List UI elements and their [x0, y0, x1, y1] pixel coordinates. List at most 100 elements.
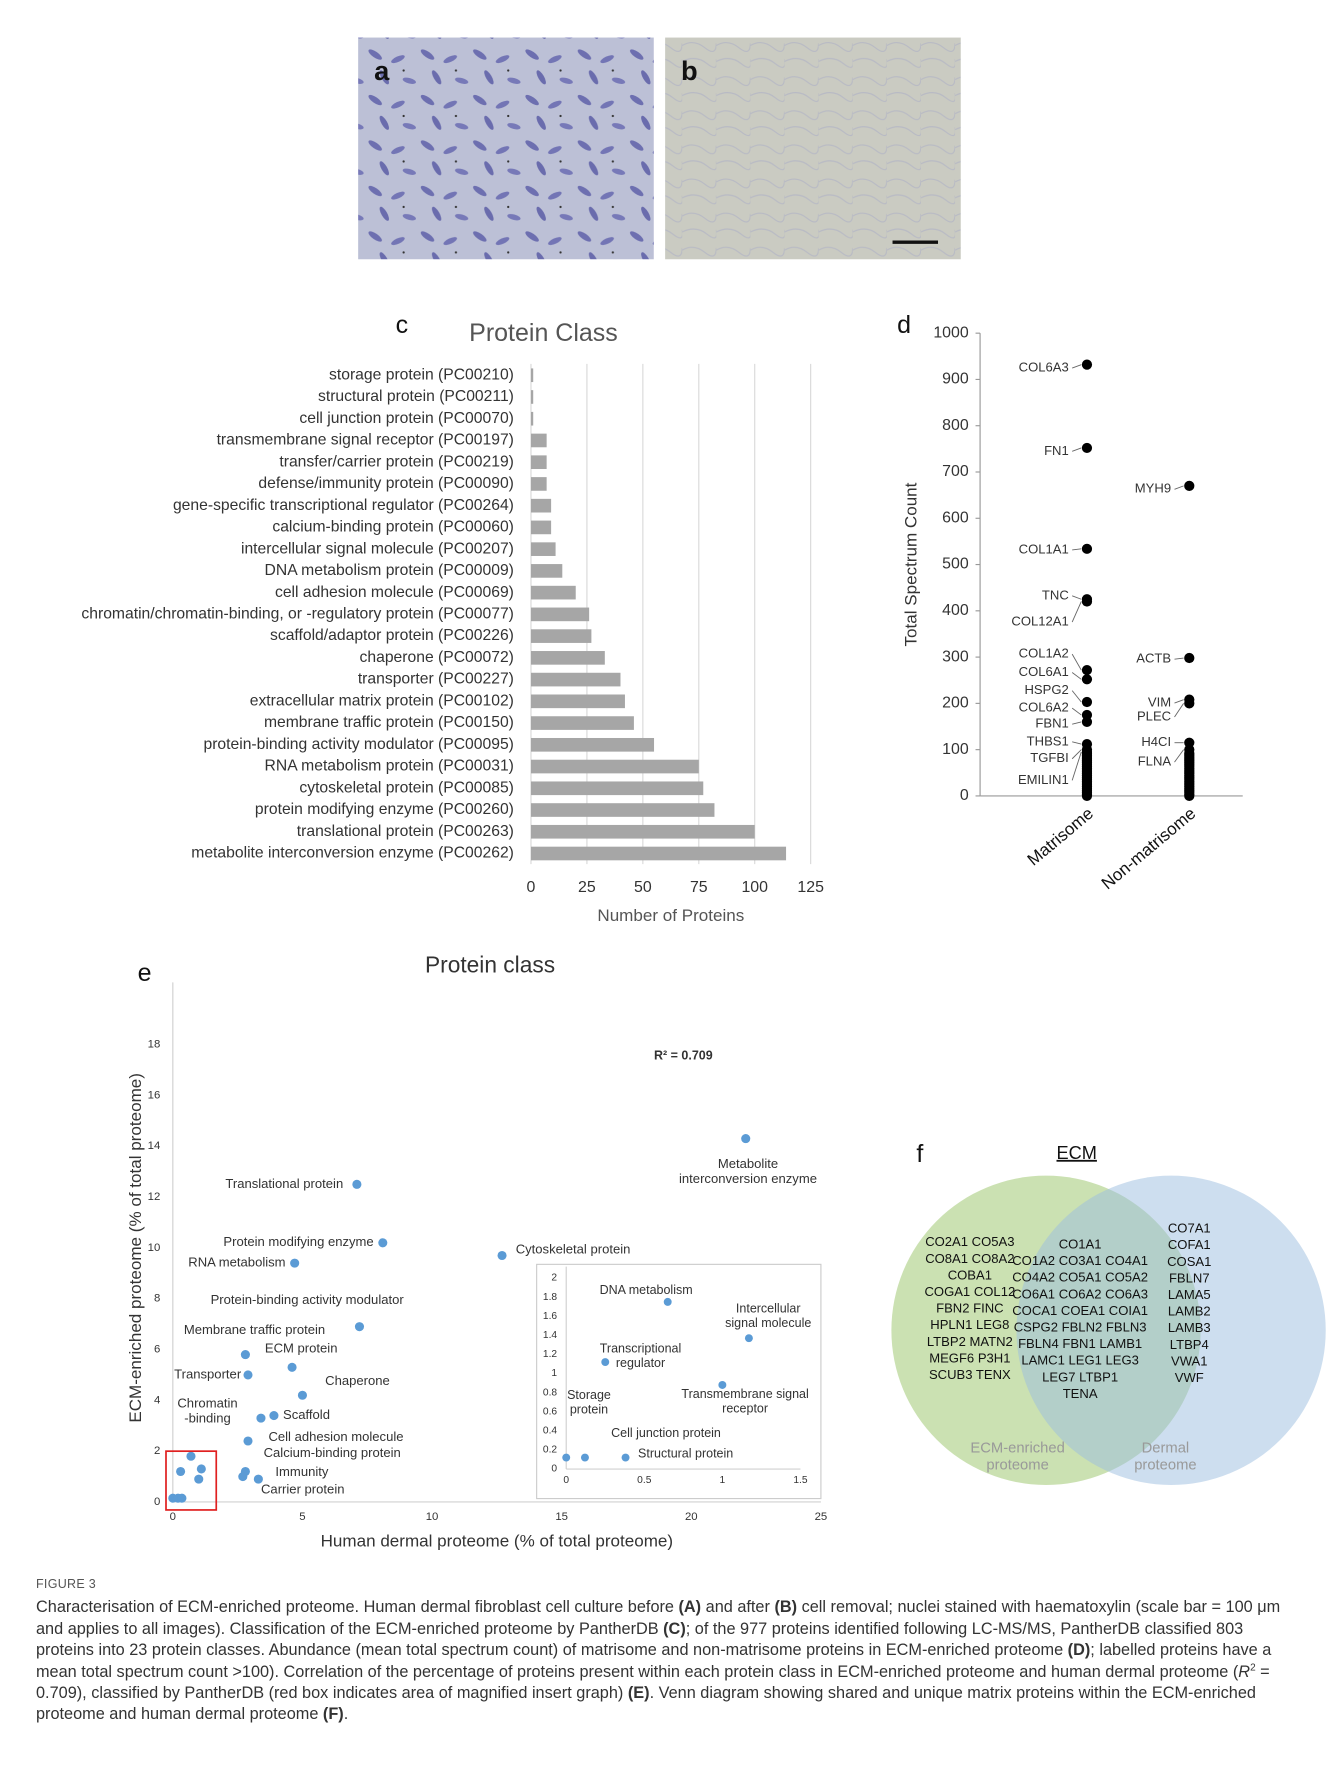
category-label: cytoskeletal protein (PC00085) [299, 779, 514, 796]
y-tick-label: 10 [148, 1242, 161, 1254]
x-tick-label: 10 [426, 1511, 439, 1523]
point-label: Immunity [275, 1464, 328, 1479]
data-point [241, 1350, 250, 1359]
data-point [177, 1494, 186, 1503]
category-label: metabolite interconversion enzyme (PC002… [191, 845, 514, 862]
point-label: ECM protein [265, 1341, 338, 1356]
data-point [1082, 791, 1092, 801]
y-tick-label: 500 [942, 556, 969, 573]
leader-line [1072, 448, 1081, 451]
x-tick-label: 125 [797, 879, 824, 896]
bar [531, 608, 589, 622]
point-label: COL1A1 [1019, 541, 1069, 556]
point-label: TGFBI [1030, 750, 1068, 765]
leader-line [1072, 365, 1081, 368]
category-label: translational protein (PC00263) [297, 823, 514, 840]
point-label: TNC [1042, 587, 1069, 602]
y-tick-label: 600 [942, 509, 969, 526]
data-point [1082, 697, 1092, 707]
data-point [497, 1251, 506, 1260]
x-tick-label: 15 [555, 1511, 568, 1523]
data-point [1082, 596, 1092, 606]
panel-label: f [916, 1140, 923, 1168]
bar [531, 651, 605, 665]
venn-item: VWF [1175, 1370, 1204, 1385]
panel-label: b [681, 55, 698, 86]
bar [531, 564, 562, 578]
chart-title: Protein Class [469, 319, 618, 347]
leader-line [1175, 486, 1184, 489]
y-tick-label: 1 [551, 1368, 557, 1379]
venn-item: CO1A1 [1059, 1236, 1102, 1251]
leader-line [1072, 596, 1081, 599]
leader-line [1175, 658, 1184, 659]
y-tick-label: 2 [154, 1445, 160, 1457]
y-tick-label: 0 [154, 1496, 160, 1508]
x-tick-label: 50 [634, 879, 652, 896]
venn-item: TENA [1063, 1386, 1098, 1401]
venn-item: COBA1 [948, 1267, 992, 1282]
point-label: EMILIN1 [1018, 772, 1069, 787]
x-tick-label: 25 [578, 879, 596, 896]
point-label: Cell adhesion molecule [268, 1429, 403, 1444]
point-label: Chromatin-binding [177, 1396, 237, 1426]
y-axis-title: ECM-enriched proteome (% of total proteo… [126, 1073, 145, 1423]
category-label: membrane traffic protein (PC00150) [264, 714, 514, 731]
venn-item: CO6A1 CO6A2 CO6A3 [1012, 1286, 1148, 1301]
panel-label: e [138, 959, 152, 987]
bar [531, 412, 533, 426]
bar [531, 673, 621, 687]
point-label: THBS1 [1027, 733, 1069, 748]
y-tick-label: 0.8 [543, 1387, 558, 1398]
data-point [1082, 674, 1092, 684]
venn-item: COFA1 [1168, 1237, 1211, 1252]
data-point [1082, 665, 1092, 675]
data-point [288, 1363, 297, 1372]
data-point [352, 1180, 361, 1189]
data-point [622, 1454, 630, 1462]
x-axis-title: Number of Proteins [597, 906, 744, 925]
y-tick-label: 300 [942, 648, 969, 665]
point-label: COL1A2 [1019, 646, 1069, 661]
point-label: COL12A1 [1011, 613, 1068, 628]
point-label: FLNA [1138, 754, 1172, 769]
y-tick-label: 1000 [933, 324, 969, 341]
data-point [243, 1370, 252, 1379]
data-point [197, 1464, 206, 1473]
data-point [601, 1358, 609, 1366]
point-label: FN1 [1044, 443, 1069, 458]
point-label: Chaperone [325, 1373, 390, 1388]
venn-item: LAMB2 [1168, 1304, 1211, 1319]
y-tick-label: 4 [154, 1394, 160, 1406]
data-point [256, 1414, 265, 1423]
category-label: cell junction protein (PC00070) [299, 410, 514, 427]
caption-label: FIGURE 3 [36, 1574, 1298, 1595]
bar [531, 521, 551, 535]
caption-segment: and after [701, 1598, 774, 1616]
data-point [355, 1322, 364, 1331]
x-tick-label: 5 [299, 1511, 305, 1523]
leader-line [1072, 722, 1081, 724]
bar [531, 390, 533, 404]
y-tick-label: 1.2 [543, 1349, 558, 1360]
venn-item: MEGF6 P3H1 [929, 1350, 1010, 1365]
bar [531, 499, 551, 513]
category-label: Matrisome [1024, 804, 1097, 870]
category-label: chromatin/chromatin-binding, or -regulat… [81, 606, 514, 623]
y-tick-label: 1.6 [543, 1311, 558, 1322]
x-tick-label: 1 [720, 1475, 726, 1486]
data-point [1184, 791, 1194, 801]
y-tick-label: 100 [942, 741, 969, 758]
point-label: FBN1 [1035, 716, 1068, 731]
category-label: intercellular signal molecule (PC00207) [241, 540, 514, 557]
venn-item: SCUB3 TENX [929, 1367, 1011, 1382]
y-tick-label: 2 [551, 1273, 557, 1284]
bar [531, 368, 533, 382]
x-tick-label: 100 [741, 879, 768, 896]
x-tick-label: 75 [690, 879, 708, 896]
caption-segment: (A) [679, 1598, 702, 1616]
bar [531, 434, 547, 448]
bar [531, 803, 714, 817]
bar [531, 781, 703, 795]
data-point [186, 1452, 195, 1461]
